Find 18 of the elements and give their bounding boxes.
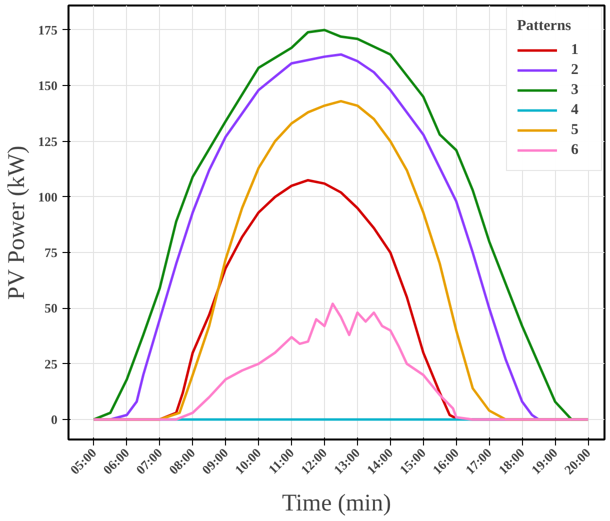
line-series: [92, 302, 590, 421]
y-tick-label: 125: [38, 134, 58, 149]
y-tick-label: 0: [51, 412, 58, 427]
y-tick-label: 50: [44, 300, 58, 316]
y-tick-label: 175: [38, 22, 58, 38]
y-tick-label: 100: [38, 189, 58, 204]
y-axis-title: PV Power (kW): [4, 146, 30, 300]
y-tick-label: 150: [38, 78, 58, 94]
y-tick-label: 25: [44, 356, 58, 372]
legend-label: 5: [571, 122, 580, 138]
legend-label: 1: [571, 42, 580, 58]
legend-label: 4: [571, 102, 580, 118]
legend-label: 3: [571, 82, 580, 98]
legend-label: 6: [571, 142, 580, 158]
x-axis-title: Time (min): [282, 490, 392, 517]
y-tick-label: 75: [44, 245, 58, 260]
legend-label: 2: [571, 62, 580, 78]
legend-title: Patterns: [517, 18, 572, 35]
